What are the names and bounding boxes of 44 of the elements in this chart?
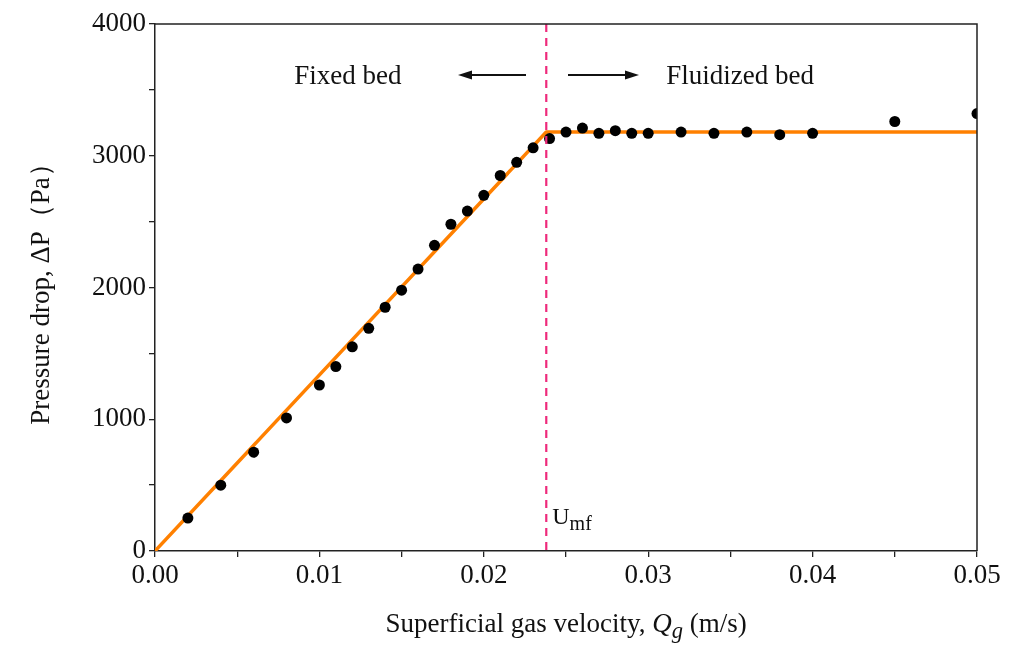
point <box>445 218 457 230</box>
point <box>363 322 375 334</box>
point <box>576 122 588 134</box>
point <box>889 116 901 127</box>
x-tick-label: 0.05 <box>953 559 1001 590</box>
point <box>511 156 523 168</box>
annotation: Fluidized bed <box>666 59 814 90</box>
x-tick-label: 0.02 <box>460 559 508 590</box>
x-tick-label: 0.03 <box>624 559 672 590</box>
point <box>675 126 687 138</box>
point <box>774 129 786 141</box>
point <box>741 126 753 138</box>
point <box>609 125 621 137</box>
point <box>215 479 227 491</box>
point <box>593 127 605 139</box>
point <box>494 170 506 182</box>
x-tick-label: 0.04 <box>788 559 837 590</box>
x-tick-label: 0.01 <box>295 559 344 590</box>
point <box>560 126 572 138</box>
y-tick-label: 1000 <box>92 402 146 433</box>
point <box>281 412 293 424</box>
annotation: Fixed bed <box>294 59 402 90</box>
point <box>527 142 539 154</box>
y-tick-label: 3000 <box>92 138 146 169</box>
y-tick-label: 4000 <box>92 7 146 38</box>
point <box>182 512 194 524</box>
point <box>330 361 342 373</box>
point <box>313 379 325 391</box>
point <box>626 127 638 139</box>
point <box>807 127 819 139</box>
point <box>412 263 424 275</box>
y-axis-title: Pressure drop, ΔP（Pa） <box>24 150 55 425</box>
point <box>379 301 391 313</box>
point <box>248 446 260 458</box>
point <box>396 284 408 296</box>
point <box>428 239 440 251</box>
point <box>461 205 473 217</box>
point <box>346 341 358 353</box>
y-tick-label: 2000 <box>92 270 146 301</box>
point <box>642 127 654 139</box>
ref-line-label: U$_{mf}$ <box>552 502 592 534</box>
point <box>708 127 720 139</box>
point <box>478 189 490 201</box>
x-axis-title: Superficial gas velocity, Q$_{g}$ (m/s) <box>385 607 747 643</box>
